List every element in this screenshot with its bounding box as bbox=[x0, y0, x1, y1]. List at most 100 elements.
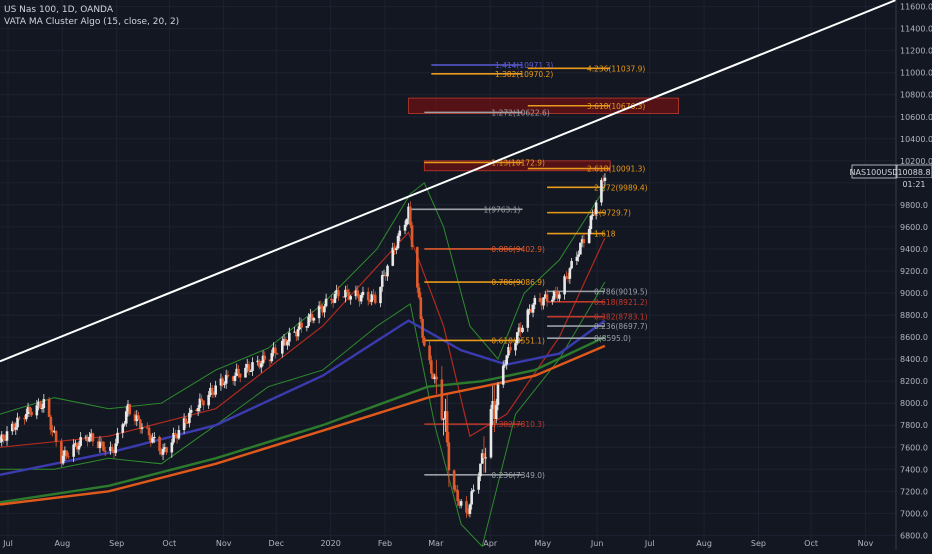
fib-level-label: 1.13(10172.9) bbox=[491, 158, 545, 167]
candle-body bbox=[2, 434, 5, 440]
candle-body bbox=[589, 215, 593, 230]
price-tick-label: 11000.0 bbox=[900, 69, 932, 78]
price-tick-label: 8800.0 bbox=[900, 311, 928, 320]
candle-body bbox=[261, 355, 265, 364]
candle-body bbox=[347, 291, 351, 300]
fib-level-label: 0.618(8921.2) bbox=[594, 298, 648, 307]
bb-upper-line bbox=[0, 182, 606, 415]
symbol-title[interactable]: US Nas 100, 1D, OANDA bbox=[4, 5, 113, 15]
candle-body bbox=[309, 314, 312, 317]
moving-average-line bbox=[0, 336, 606, 504]
candle-body bbox=[245, 364, 249, 368]
candle-body bbox=[128, 404, 132, 415]
candle-body bbox=[479, 463, 482, 477]
candle-body bbox=[566, 277, 570, 279]
candle-body bbox=[0, 441, 2, 443]
candle-body bbox=[54, 431, 58, 442]
time-tick-label: Sep bbox=[751, 539, 766, 548]
candle-body bbox=[63, 450, 67, 456]
candle-body bbox=[403, 224, 407, 231]
candle-body bbox=[515, 332, 519, 344]
candle-body bbox=[398, 230, 402, 236]
candle-body bbox=[452, 470, 456, 490]
price-tick-label: 10200.0 bbox=[900, 157, 932, 166]
candle-body bbox=[379, 286, 382, 304]
fib-level-label: 3.618(10676.3) bbox=[587, 102, 645, 111]
candle-body bbox=[545, 294, 549, 302]
candle-body bbox=[421, 318, 424, 338]
time-tick-label: Mar bbox=[428, 539, 444, 548]
price-tick-label: 8400.0 bbox=[900, 355, 928, 364]
time-tick-label: Sep bbox=[109, 539, 124, 548]
candle-body bbox=[202, 400, 205, 406]
time-tick-label: Jun bbox=[590, 539, 604, 548]
candle-body bbox=[247, 364, 251, 371]
candle-body bbox=[158, 436, 161, 452]
candle-body bbox=[580, 239, 584, 243]
price-tick-label: 10600.0 bbox=[900, 113, 932, 122]
price-tick-label: 11600.0 bbox=[900, 3, 932, 12]
candle-body bbox=[53, 431, 56, 433]
candle-body bbox=[407, 206, 410, 219]
candle-body bbox=[60, 441, 63, 464]
candle-body bbox=[544, 294, 547, 298]
candle-body bbox=[123, 423, 126, 425]
candle-body bbox=[409, 206, 412, 226]
candle-body bbox=[554, 291, 558, 293]
candle-body bbox=[568, 268, 572, 279]
candle-body bbox=[393, 247, 396, 251]
candle-body bbox=[484, 457, 487, 459]
price-tick-label: 7000.0 bbox=[900, 509, 928, 518]
candle-body bbox=[147, 427, 151, 436]
candle-body bbox=[423, 337, 426, 346]
candle-body bbox=[445, 411, 449, 443]
time-tick-label: Apr bbox=[483, 539, 498, 548]
fib-level-label: 1.382(10970.2) bbox=[495, 70, 553, 79]
candle-body bbox=[472, 489, 475, 492]
time-tick-label: May bbox=[535, 539, 552, 548]
candle-body bbox=[124, 411, 128, 424]
candle-body bbox=[470, 491, 473, 505]
candle-body bbox=[28, 406, 32, 412]
candle-body bbox=[16, 417, 19, 428]
candle-body bbox=[538, 298, 542, 302]
candle-body bbox=[296, 329, 300, 337]
candle-body bbox=[210, 387, 214, 393]
indicator-title[interactable]: VATA MA Cluster Algo (15, close, 20, 2) bbox=[4, 17, 180, 27]
candle-body bbox=[344, 289, 347, 298]
candle-body bbox=[349, 296, 352, 300]
candle-body bbox=[175, 434, 179, 439]
price-tick-label: 10400.0 bbox=[900, 135, 932, 144]
chart-legend[interactable]: US Nas 100, 1D, OANDA VATA MA Cluster Al… bbox=[4, 4, 179, 28]
fib-level-label: 4.236(11037.9) bbox=[587, 64, 645, 73]
candle-body bbox=[459, 501, 463, 506]
fib-level-label: 0.382(7810.3) bbox=[491, 420, 545, 429]
candle-body bbox=[356, 290, 359, 296]
candle-body bbox=[200, 398, 203, 401]
candle-body bbox=[593, 214, 596, 216]
candle-body bbox=[594, 202, 598, 215]
candle-body bbox=[177, 430, 181, 439]
candle-body bbox=[14, 427, 18, 430]
candle-body bbox=[428, 345, 431, 361]
time-tick-label: Aug bbox=[55, 539, 71, 548]
candle-body bbox=[540, 301, 544, 306]
candle-body bbox=[112, 451, 116, 454]
countdown-text: 01:21 bbox=[902, 180, 925, 189]
candle-body bbox=[259, 363, 263, 368]
candle-body bbox=[370, 294, 374, 302]
candle-body bbox=[256, 360, 260, 363]
candle-body bbox=[575, 256, 579, 261]
price-tick-label: 9600.0 bbox=[900, 223, 928, 232]
candle-body bbox=[77, 445, 81, 450]
candle-body bbox=[221, 378, 224, 385]
candle-body bbox=[384, 274, 388, 277]
candle-body bbox=[323, 306, 326, 313]
price-tick-label: 10800.0 bbox=[900, 91, 932, 100]
candle-body bbox=[270, 353, 274, 362]
trendline-layer[interactable] bbox=[0, 0, 897, 363]
candle-body bbox=[442, 418, 445, 420]
time-axis[interactable]: Jul Aug Sep Oct Nov Dec 2020 Feb Mar Apr May Jun Jul… bbox=[2, 539, 873, 548]
